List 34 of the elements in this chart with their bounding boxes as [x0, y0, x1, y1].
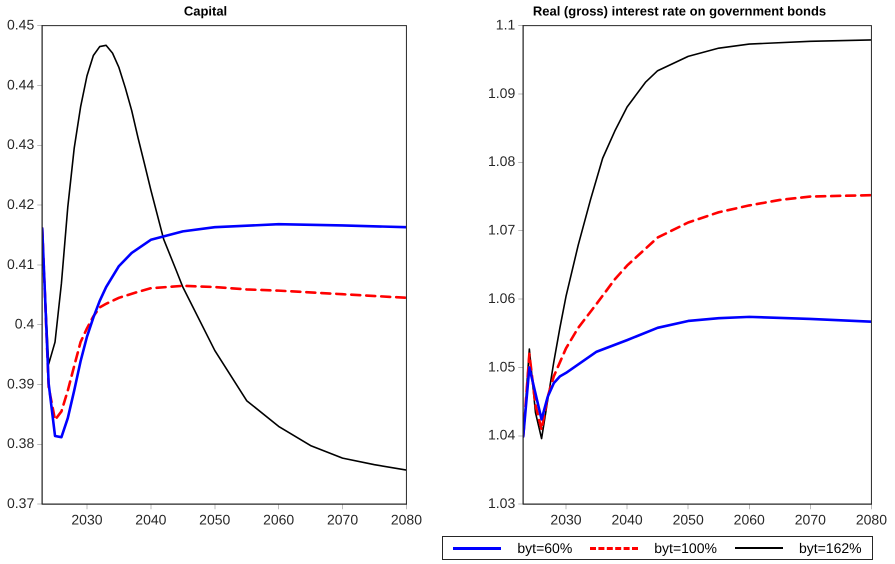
y-tick-label: 0.38 — [7, 435, 34, 452]
y-tick-label: 0.44 — [7, 76, 34, 92]
y-tick-label: 1.07 — [488, 222, 516, 238]
chart-title: Real (gross) interest rate on government bonds — [532, 3, 826, 18]
x-tick-label: 2080 — [390, 511, 422, 528]
y-tick-label: 1.06 — [488, 290, 516, 306]
y-tick-label: 0.42 — [7, 196, 34, 212]
y-tick-label: 1.09 — [488, 84, 516, 101]
x-tick-label: 2040 — [135, 511, 167, 528]
x-tick-label: 2070 — [794, 511, 826, 528]
x-tick-label: 2060 — [263, 511, 294, 528]
legend-label: byt=100% — [654, 540, 717, 556]
y-tick-label: 1.1 — [496, 16, 516, 32]
y-tick-label: 0.45 — [7, 16, 34, 32]
y-tick-label: 0.43 — [7, 136, 34, 152]
x-tick-label: 2080 — [856, 511, 888, 528]
x-tick-label: 2070 — [326, 511, 358, 528]
x-tick-label: 2060 — [734, 511, 766, 528]
x-tick-label: 2030 — [550, 511, 582, 528]
legend-label: byt=60% — [517, 540, 572, 556]
y-tick-label: 0.37 — [7, 495, 34, 512]
x-tick-label: 2050 — [672, 511, 704, 528]
y-tick-label: 0.39 — [7, 375, 34, 392]
y-tick-label: 0.41 — [7, 256, 34, 272]
y-tick-label: 1.08 — [488, 153, 516, 170]
y-tick-label: 0.4 — [14, 316, 34, 332]
legend-label: byt=162% — [798, 540, 862, 556]
y-tick-label: 1.04 — [488, 426, 516, 443]
x-tick-label: 2030 — [71, 511, 103, 528]
x-tick-label: 2050 — [199, 511, 231, 528]
x-tick-label: 2040 — [612, 511, 643, 528]
y-tick-label: 1.05 — [488, 358, 516, 374]
y-tick-label: 1.03 — [488, 495, 516, 512]
chart-title: Capital — [184, 3, 228, 18]
